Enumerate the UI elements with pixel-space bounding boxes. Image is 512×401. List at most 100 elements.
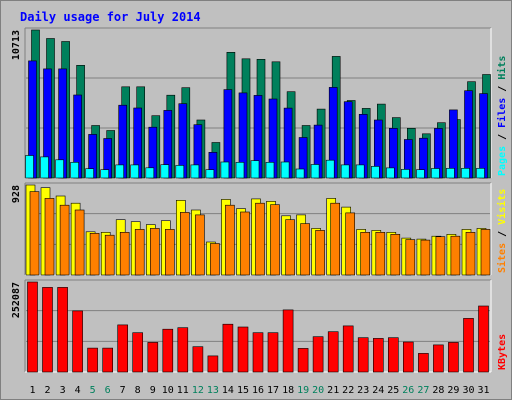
x-tick-label-13: 13 — [207, 385, 219, 396]
bar-kbytes-day-9 — [147, 342, 159, 373]
panel-visitors-max-label: 928 — [11, 185, 22, 203]
bar-sites-day-23 — [360, 232, 371, 276]
bar-kbytes-day-23 — [357, 337, 369, 373]
bar-kbytes-day-13 — [207, 355, 219, 373]
x-tick-label-2: 2 — [44, 385, 50, 396]
x-tick-label-9: 9 — [150, 385, 156, 396]
bar-sites-day-18 — [285, 219, 295, 276]
legend-separator: / — [497, 128, 508, 146]
bar-sites-day-24 — [375, 232, 386, 276]
legend-item-sites: Sites — [496, 243, 508, 273]
bar-pages-day-2 — [40, 156, 49, 179]
x-tick-label-17: 17 — [267, 385, 279, 396]
bar-pages-day-15 — [235, 162, 245, 179]
x-tick-label-3: 3 — [60, 385, 66, 396]
bar-sites-day-29 — [450, 235, 461, 276]
bar-sites-day-19 — [300, 223, 310, 276]
x-tick-label-26: 26 — [402, 385, 414, 396]
x-tick-label-25: 25 — [387, 385, 399, 396]
bar-pages-day-16 — [250, 160, 260, 179]
bar-pages-day-26 — [400, 169, 410, 179]
bar-kbytes-day-1 — [27, 281, 38, 373]
bar-kbytes-day-31 — [478, 305, 489, 373]
x-tick-label-8: 8 — [135, 385, 141, 396]
bar-kbytes-day-15 — [237, 326, 249, 373]
bar-pages-day-7 — [115, 164, 124, 179]
bar-sites-day-11 — [180, 212, 190, 276]
bar-sites-day-10 — [165, 229, 175, 276]
bar-files-day-30 — [464, 90, 473, 179]
bar-kbytes-day-11 — [177, 327, 189, 373]
x-tick-label-23: 23 — [357, 385, 369, 396]
bar-pages-day-13 — [205, 169, 215, 179]
x-tick-label-24: 24 — [372, 385, 384, 396]
bar-pages-day-25 — [385, 167, 395, 179]
legend-separator: / — [497, 225, 508, 243]
bar-pages-day-30 — [461, 168, 470, 179]
bar-pages-day-4 — [70, 162, 79, 179]
bar-pages-day-3 — [55, 159, 64, 179]
legend-item-visits: Visits — [496, 189, 508, 225]
bar-kbytes-day-22 — [342, 325, 354, 373]
panel-kbytes-max-label: 252087 — [11, 282, 22, 318]
bar-pages-day-29 — [446, 168, 455, 179]
bar-pages-day-18 — [280, 161, 290, 179]
bar-kbytes-day-6 — [102, 347, 113, 373]
bar-kbytes-day-7 — [117, 324, 128, 373]
bar-kbytes-day-27 — [418, 353, 429, 373]
panel-usage-max-label: 10713 — [11, 30, 22, 60]
bar-kbytes-day-4 — [72, 310, 83, 373]
x-tick-label-5: 5 — [90, 385, 96, 396]
bar-kbytes-day-12 — [192, 346, 204, 373]
legend-item-hits: Hits — [496, 56, 508, 80]
x-tick-label-18: 18 — [282, 385, 294, 396]
bar-sites-day-3 — [59, 204, 70, 276]
bar-sites-day-22 — [345, 212, 356, 276]
bar-kbytes-day-5 — [87, 347, 98, 373]
x-tick-label-11: 11 — [177, 385, 189, 396]
bar-kbytes-day-17 — [267, 332, 279, 373]
bar-sites-day-13 — [210, 243, 220, 276]
bar-sites-day-14 — [225, 204, 235, 276]
panel-visitors-legend: Sites / Visits — [496, 189, 508, 273]
x-tick-label-28: 28 — [432, 385, 444, 396]
bar-kbytes-day-8 — [132, 332, 143, 373]
bar-kbytes-day-28 — [433, 344, 444, 373]
bar-sites-day-12 — [195, 214, 205, 276]
bar-kbytes-day-30 — [463, 318, 474, 373]
x-tick-label-15: 15 — [237, 385, 249, 396]
x-tick-label-12: 12 — [192, 385, 204, 396]
bar-pages-day-31 — [476, 168, 485, 179]
bar-kbytes-day-10 — [162, 328, 174, 373]
bar-kbytes-day-2 — [42, 287, 53, 373]
bar-pages-day-28 — [431, 168, 440, 179]
bar-sites-day-17 — [270, 204, 280, 276]
bar-sites-day-6 — [104, 234, 115, 276]
bar-sites-day-9 — [150, 228, 160, 276]
bar-pages-day-20 — [310, 164, 320, 179]
bar-pages-day-8 — [130, 164, 139, 179]
bar-pages-day-23 — [355, 164, 365, 179]
chart-title: Daily usage for July 2014 — [20, 10, 201, 24]
legend-item-kbytes: KBytes — [497, 334, 508, 370]
x-tick-label-21: 21 — [327, 385, 339, 396]
x-tick-label-20: 20 — [312, 385, 324, 396]
x-tick-label-4: 4 — [75, 385, 81, 396]
bar-pages-day-14 — [220, 161, 230, 179]
bar-pages-day-19 — [295, 168, 305, 179]
bar-kbytes-day-24 — [372, 338, 384, 373]
bar-kbytes-day-16 — [252, 332, 264, 373]
bar-pages-day-24 — [370, 166, 380, 179]
bar-sites-day-26 — [405, 239, 416, 276]
bar-sites-day-7 — [119, 232, 130, 276]
bar-pages-day-21 — [325, 159, 335, 179]
bar-pages-day-5 — [85, 168, 94, 179]
bar-kbytes-day-20 — [312, 336, 324, 373]
panel-usage-legend: Pages / Files / Hits — [496, 56, 508, 176]
x-tick-label-22: 22 — [342, 385, 354, 396]
bar-files-day-29 — [449, 109, 458, 179]
x-tick-label-27: 27 — [417, 385, 429, 396]
bar-kbytes-day-19 — [297, 348, 309, 373]
